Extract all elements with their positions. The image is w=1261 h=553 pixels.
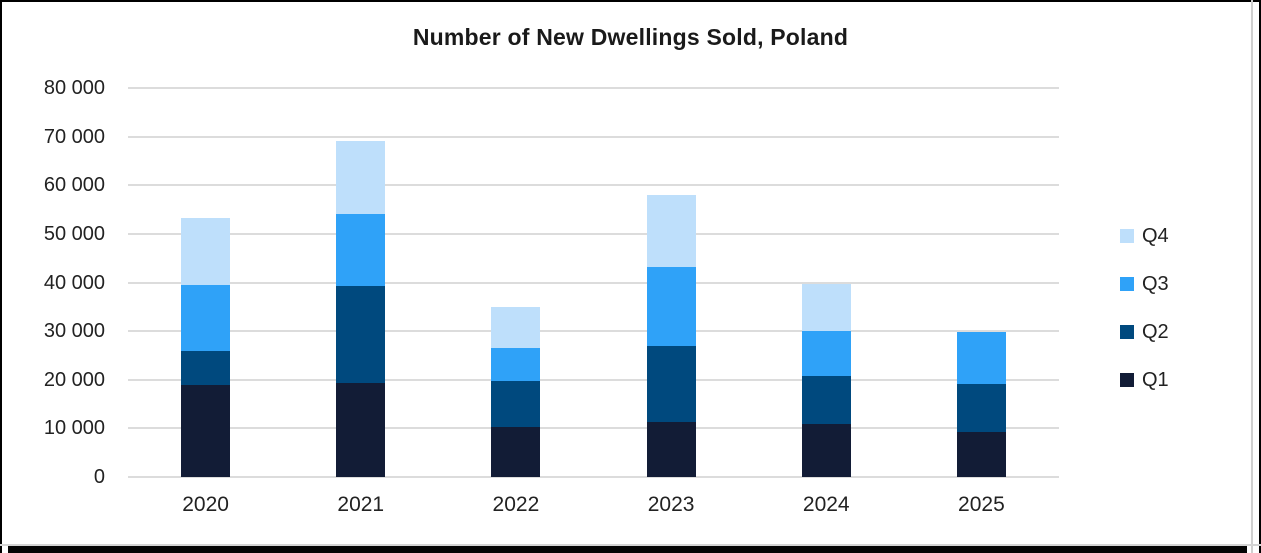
y-axis-tick-label: 70 000 (43, 125, 105, 148)
bar-segment-q4-2021 (336, 141, 386, 215)
bar-segment-q1-2023 (646, 422, 696, 477)
y-axis-tick-label: 30 000 (43, 320, 105, 343)
y-axis-tick-label: 0 (93, 466, 105, 488)
legend-label: Q3 (1142, 272, 1169, 295)
gridline (128, 378, 1059, 381)
y-axis-tick-label: 20 000 (43, 368, 105, 391)
bar-2022 (491, 306, 541, 477)
x-axis-label-2024: 2024 (802, 493, 850, 516)
gridline (128, 232, 1059, 235)
window-border-top (0, 0, 1261, 2)
bar-segment-q3-2023 (646, 266, 696, 346)
canvas-edge-right (1251, 0, 1253, 553)
bar-segment-q1-2022 (491, 427, 541, 477)
bar-segment-q4-2024 (801, 283, 851, 332)
bar-segment-q2-2021 (336, 285, 386, 383)
bar-segment-q1-2024 (801, 423, 851, 477)
bar-2024 (801, 283, 851, 477)
gridline (128, 427, 1059, 430)
legend-item-q2: Q2 (1120, 308, 1169, 356)
bar-segment-q2-2022 (491, 380, 541, 428)
legend-label: Q1 (1142, 368, 1169, 391)
bar-2021 (336, 141, 386, 477)
gridline (128, 330, 1059, 333)
x-axis-label-2021: 2021 (337, 493, 385, 516)
legend-swatch-q4 (1120, 229, 1134, 243)
legend-swatch-q1 (1120, 373, 1134, 387)
gridline (128, 87, 1059, 89)
bar-2023 (646, 195, 696, 477)
bar-2020 (181, 218, 231, 477)
x-axis-label-2025: 2025 (958, 493, 1005, 516)
legend-label: Q2 (1142, 320, 1169, 343)
canvas-edge-bottom (0, 544, 1261, 546)
bar-segment-q1-2021 (336, 382, 386, 477)
x-axis-label-2020: 2020 (182, 493, 229, 516)
x-axis-label-2023: 2023 (647, 493, 695, 516)
y-axis-tick-label: 40 000 (43, 271, 105, 294)
bottom-panel-edge (8, 546, 1247, 553)
bar-segment-q2-2024 (801, 376, 851, 424)
y-axis-tick-label: 60 000 (43, 174, 105, 197)
y-axis-tick-label: 80 000 (43, 77, 105, 99)
legend-item-q3: Q3 (1120, 260, 1169, 308)
bar-segment-q2-2023 (646, 345, 696, 423)
bar-segment-q3-2020 (181, 285, 231, 352)
bar-segment-q3-2024 (801, 331, 851, 377)
chart-title: Number of New Dwellings Sold, Poland (412, 24, 849, 50)
x-axis-label-2022: 2022 (492, 493, 540, 516)
legend-item-q1: Q1 (1120, 356, 1169, 404)
bar-segment-q4-2023 (646, 195, 696, 267)
window-border-left (0, 0, 2, 553)
legend-label: Q4 (1142, 224, 1169, 247)
gridline (128, 281, 1059, 284)
bar-segment-q3-2022 (491, 348, 541, 381)
bar-segment-q4-2020 (181, 218, 231, 286)
legend-item-q4: Q4 (1120, 212, 1169, 260)
bar-segment-q3-2021 (336, 214, 386, 286)
legend-swatch-q2 (1120, 325, 1134, 339)
bar-segment-q2-2020 (181, 351, 231, 385)
bar-segment-q1-2020 (181, 384, 231, 477)
bar-segment-q2-2025 (956, 383, 1006, 433)
bar-segment-q1-2025 (956, 432, 1006, 477)
gridline (128, 476, 1059, 478)
legend: Q4 Q3 Q2 Q1 (1120, 212, 1169, 404)
bar-2025 (956, 332, 1006, 477)
y-axis-tick-label: 50 000 (43, 222, 105, 245)
legend-swatch-q3 (1120, 277, 1134, 291)
bar-segment-q4-2022 (491, 306, 541, 349)
bar-segment-q3-2025 (956, 332, 1006, 384)
gridline (128, 135, 1059, 138)
gridline (128, 184, 1059, 187)
y-axis-tick-label: 10 000 (43, 417, 105, 440)
window-border-right (1259, 0, 1261, 553)
